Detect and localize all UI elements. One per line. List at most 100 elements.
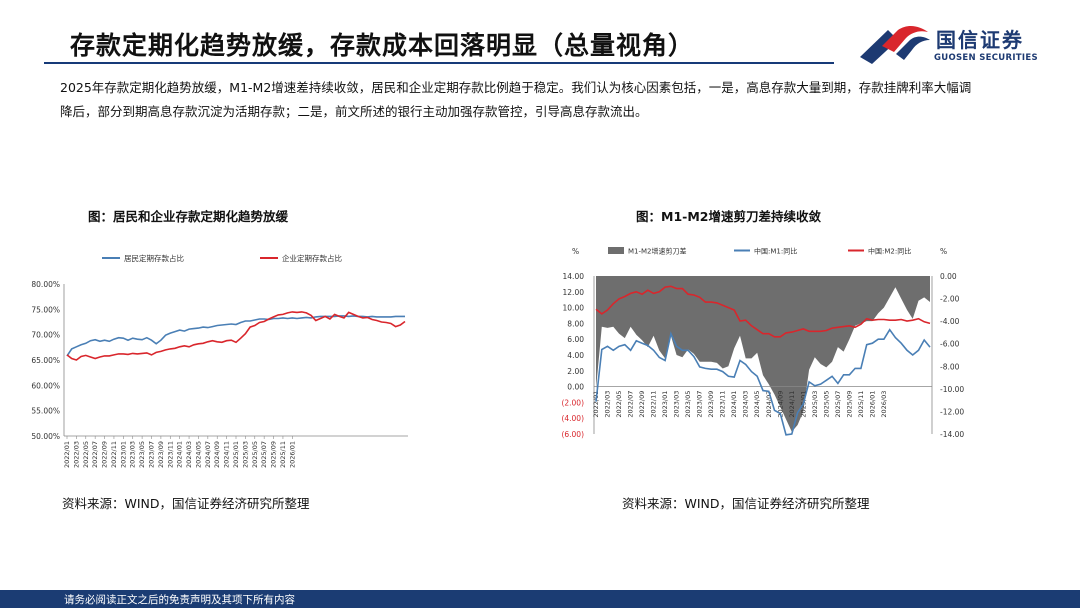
deposit-ratio-chart: 居民定期存款占比 企业定期存款占比 50.00% 55.00% 60.00% 65.00%…	[31, 253, 408, 468]
legend-label-1: 企业定期存款占比	[282, 253, 342, 263]
x-tick-label: 2025/07	[260, 441, 268, 468]
x-tick-label: 2023/01	[119, 441, 127, 468]
x-tick-label: 2024/01	[176, 441, 184, 468]
y-tick-label: 80.00%	[31, 280, 60, 289]
x-tick-label: 2026/01	[868, 391, 876, 418]
x-tick-label: 2022/03	[72, 441, 80, 468]
x-tick-label: 2023/05	[684, 391, 692, 418]
left-axis-unit: %	[572, 247, 579, 256]
left-y-tick-label: 10.00	[563, 304, 585, 313]
x-tick-label: 2023/09	[707, 391, 715, 418]
x-tick-label: 2025/05	[822, 391, 830, 418]
m1-m2-chart: % % M1-M2增速剪刀差 中国:M1:同比 中国:M2:同比 (6.00) (4.00)…	[561, 247, 964, 440]
title-divider	[44, 62, 834, 64]
x-tick-label: 2024/05	[194, 441, 202, 468]
legend-label-2: 中国:M2:同比	[868, 247, 911, 256]
right-chart-source: 资料来源：WIND，国信证券经济研究所整理	[622, 496, 870, 511]
right-chart-heading: 图：M1-M2增速剪刀差持续收敛	[636, 209, 821, 224]
legend-swatch-0	[608, 247, 624, 254]
x-tick-label: 2022/09	[638, 391, 646, 418]
logo-subtitle: GUOSEN SECURITIES	[934, 53, 1038, 63]
x-tick-label: 2024/05	[753, 391, 761, 418]
left-y-tick-label: (6.00)	[561, 430, 584, 439]
x-tick-label: 2026/03	[880, 391, 888, 418]
legend-label-0: 居民定期存款占比	[124, 253, 184, 263]
page-title: 存款定期化趋势放缓，存款成本回落明显（总量视角）	[70, 31, 695, 60]
legend-label-1: 中国:M1:同比	[754, 247, 797, 256]
left-y-tick-label: 12.00	[563, 288, 585, 297]
x-tick-label: 2025/09	[270, 441, 278, 468]
x-tick-label: 2024/11	[223, 441, 231, 468]
right-y-tick-label: -4.00	[940, 317, 960, 326]
x-tick-label: 2025/03	[811, 391, 819, 418]
left-y-tick-label: 0.00	[567, 383, 584, 392]
x-tick-label: 2022/11	[650, 391, 658, 418]
series-area-0	[596, 276, 930, 432]
x-tick-label: 2023/05	[138, 441, 146, 468]
footer-disclaimer: 请务必阅读正文之后的免责声明及其项下所有内容	[64, 594, 295, 606]
x-tick-label: 2023/03	[673, 391, 681, 418]
y-tick-label: 65.00%	[31, 356, 60, 365]
left-y-tick-label: (2.00)	[561, 398, 584, 407]
x-tick-label: 2022/01	[63, 441, 71, 468]
x-tick-label: 2022/09	[101, 441, 109, 468]
x-tick-label: 2022/05	[615, 391, 623, 418]
x-tick-label: 2023/11	[166, 441, 174, 468]
y-tick-label: 75.00%	[31, 305, 60, 314]
x-tick-label: 2023/07	[696, 391, 704, 418]
x-tick-label: 2023/01	[661, 391, 669, 418]
x-tick-label: 2022/05	[82, 441, 90, 468]
x-tick-label: 2023/11	[719, 391, 727, 418]
x-tick-label: 2022/07	[627, 391, 635, 418]
series-line-0	[66, 315, 405, 357]
left-y-tick-label: 6.00	[567, 335, 584, 344]
left-y-tick-label: 4.00	[567, 351, 584, 360]
left-y-tick-label: (4.00)	[561, 414, 584, 423]
right-y-tick-label: -2.00	[940, 295, 960, 304]
x-tick-label: 2024/07	[204, 441, 212, 468]
left-y-tick-label: 14.00	[563, 272, 585, 281]
series-line-2	[595, 285, 931, 338]
x-tick-label: 2023/07	[148, 441, 156, 468]
left-y-tick-label: 8.00	[567, 319, 584, 328]
logo-name: 国信证券	[936, 28, 1024, 52]
x-tick-label: 2024/09	[213, 441, 221, 468]
x-tick-label: 2024/07	[765, 391, 773, 418]
x-tick-label: 2024/01	[730, 391, 738, 418]
x-tick-label: 2022/01	[592, 391, 600, 418]
x-tick-label: 2024/11	[788, 391, 796, 418]
footer-bar: 请务必阅读正文之后的免责声明及其项下所有内容	[0, 590, 1080, 608]
intro-paragraph: 2025年存款定期化趋势放缓，M1-M2增速差持续收敛，居民和企业定期存款比例趋…	[60, 80, 972, 119]
right-y-tick-label: -14.00	[940, 430, 964, 439]
x-tick-label: 2022/07	[91, 441, 99, 468]
x-tick-label: 2024/09	[776, 391, 784, 418]
y-tick-label: 70.00%	[31, 331, 60, 340]
x-tick-label: 2022/03	[604, 391, 612, 418]
x-tick-label: 2025/11	[857, 391, 865, 418]
x-tick-label: 2025/01	[232, 441, 240, 468]
series-line-1	[66, 311, 406, 361]
x-tick-label: 2025/07	[834, 391, 842, 418]
right-y-tick-label: -6.00	[940, 340, 960, 349]
company-logo: 国信证券 GUOSEN SECURITIES	[858, 22, 1058, 68]
right-axis-unit: %	[940, 247, 947, 256]
logo-emblem-icon	[860, 25, 930, 64]
x-tick-label: 2024/03	[185, 441, 193, 468]
left-chart-source: 资料来源：WIND，国信证券经济研究所整理	[62, 496, 310, 511]
x-tick-label: 2025/03	[241, 441, 249, 468]
y-tick-label: 60.00%	[31, 381, 60, 390]
series-line-1	[595, 328, 931, 436]
right-y-tick-label: -12.00	[940, 407, 964, 416]
left-chart-heading: 图：居民和企业存款定期化趋势放缓	[88, 209, 289, 224]
x-tick-label: 2023/09	[157, 441, 165, 468]
left-y-tick-label: 2.00	[567, 367, 584, 376]
legend-label-0: M1-M2增速剪刀差	[628, 247, 687, 256]
x-tick-label: 2026/01	[288, 441, 296, 468]
x-tick-label: 2025/09	[845, 391, 853, 418]
x-tick-label: 2022/11	[110, 441, 118, 468]
x-tick-label: 2024/03	[742, 391, 750, 418]
right-y-tick-label: 0.00	[940, 272, 957, 281]
y-tick-label: 50.00%	[31, 432, 60, 441]
y-tick-label: 55.00%	[31, 407, 60, 416]
x-tick-label: 2023/03	[129, 441, 137, 468]
